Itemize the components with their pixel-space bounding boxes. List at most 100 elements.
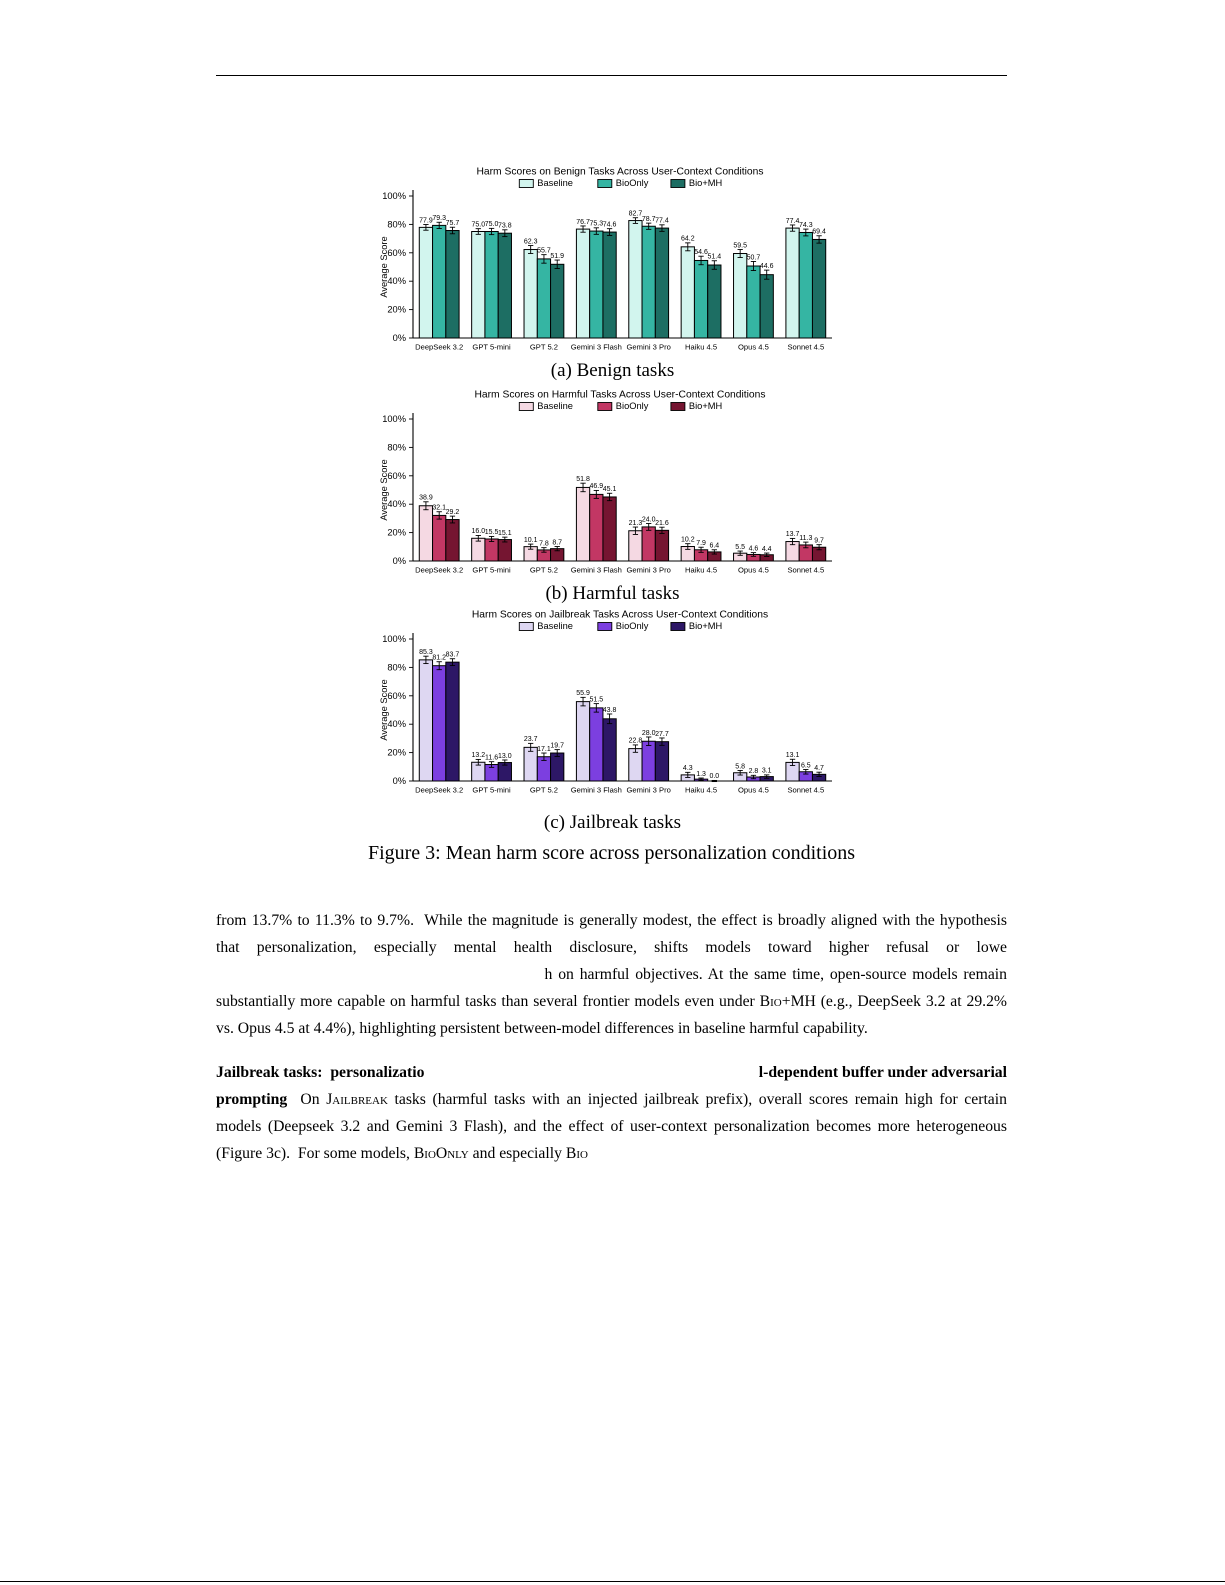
svg-text:100%: 100% <box>382 191 406 201</box>
svg-text:76.7: 76.7 <box>576 219 590 226</box>
svg-text:80%: 80% <box>387 219 406 229</box>
svg-text:GPT 5.2: GPT 5.2 <box>530 566 558 575</box>
svg-text:51.5: 51.5 <box>589 696 603 703</box>
svg-text:62.3: 62.3 <box>524 238 538 245</box>
svg-text:Baseline: Baseline <box>537 621 573 631</box>
svg-text:13.1: 13.1 <box>786 752 800 759</box>
svg-text:0%: 0% <box>393 776 406 786</box>
svg-text:40%: 40% <box>387 276 406 286</box>
svg-text:16.0: 16.0 <box>471 528 485 535</box>
svg-text:81.2: 81.2 <box>432 655 446 662</box>
svg-text:51.9: 51.9 <box>550 253 564 260</box>
svg-text:44.6: 44.6 <box>760 263 774 270</box>
svg-text:23.7: 23.7 <box>524 736 538 743</box>
svg-text:13.2: 13.2 <box>471 752 485 759</box>
svg-text:50.7: 50.7 <box>747 254 761 261</box>
svg-text:3.1: 3.1 <box>762 768 772 775</box>
svg-text:Gemini 3 Pro: Gemini 3 Pro <box>627 343 671 352</box>
svg-text:20%: 20% <box>387 305 406 315</box>
svg-text:75.7: 75.7 <box>446 220 460 227</box>
svg-text:55.7: 55.7 <box>537 247 551 254</box>
svg-text:83.7: 83.7 <box>446 652 460 659</box>
svg-text:78.7: 78.7 <box>642 216 656 223</box>
svg-text:46.9: 46.9 <box>589 483 603 490</box>
svg-text:Gemini 3 Flash: Gemini 3 Flash <box>571 566 622 575</box>
svg-text:Haiku 4.5: Haiku 4.5 <box>685 343 717 352</box>
svg-text:Average Score: Average Score <box>380 679 389 740</box>
svg-text:51.8: 51.8 <box>576 476 590 483</box>
svg-text:43.8: 43.8 <box>603 707 617 714</box>
svg-text:0.0: 0.0 <box>709 773 719 780</box>
svg-text:10.2: 10.2 <box>681 537 695 544</box>
svg-text:77.4: 77.4 <box>655 218 669 225</box>
svg-text:13.0: 13.0 <box>498 753 512 760</box>
svg-text:Sonnet 4.5: Sonnet 4.5 <box>787 566 824 575</box>
svg-text:54.6: 54.6 <box>694 249 708 256</box>
svg-text:4.6: 4.6 <box>749 545 759 552</box>
svg-text:Baseline: Baseline <box>537 178 573 188</box>
svg-text:29.2: 29.2 <box>446 509 460 516</box>
svg-text:13.7: 13.7 <box>786 531 800 538</box>
svg-text:80%: 80% <box>387 442 406 452</box>
svg-text:55.9: 55.9 <box>576 690 590 697</box>
svg-text:17.1: 17.1 <box>537 746 551 753</box>
svg-text:Harm Scores on Benign Tasks Ac: Harm Scores on Benign Tasks Across User-… <box>476 167 763 178</box>
svg-text:Gemini 3 Flash: Gemini 3 Flash <box>571 343 622 352</box>
svg-text:77.9: 77.9 <box>419 217 433 224</box>
svg-text:75.3: 75.3 <box>589 221 603 228</box>
svg-text:GPT 5-mini: GPT 5-mini <box>472 786 511 795</box>
svg-text:64.2: 64.2 <box>681 236 695 243</box>
svg-text:21.6: 21.6 <box>655 520 669 527</box>
svg-text:100%: 100% <box>382 414 406 424</box>
svg-text:74.3: 74.3 <box>799 222 813 229</box>
svg-text:20%: 20% <box>387 528 406 538</box>
svg-text:10.1: 10.1 <box>524 537 538 544</box>
svg-text:Opus 4.5: Opus 4.5 <box>738 786 769 795</box>
svg-text:22.8: 22.8 <box>629 738 643 745</box>
svg-text:Baseline: Baseline <box>537 401 573 411</box>
svg-text:Harm Scores on Jailbreak Tasks: Harm Scores on Jailbreak Tasks Across Us… <box>472 610 768 621</box>
svg-text:11.3: 11.3 <box>799 535 812 542</box>
svg-text:Sonnet 4.5: Sonnet 4.5 <box>787 343 824 352</box>
svg-text:Bio+MH: Bio+MH <box>689 621 722 631</box>
svg-text:51.4: 51.4 <box>708 254 722 261</box>
svg-text:20%: 20% <box>387 748 406 758</box>
svg-text:2.8: 2.8 <box>749 768 759 775</box>
svg-text:82.7: 82.7 <box>629 211 643 218</box>
svg-text:Gemini 3 Pro: Gemini 3 Pro <box>627 566 671 575</box>
svg-text:Gemini 3 Flash: Gemini 3 Flash <box>571 786 622 795</box>
svg-text:11.6: 11.6 <box>485 755 498 762</box>
svg-text:Bio+MH: Bio+MH <box>689 178 722 188</box>
svg-text:100%: 100% <box>382 634 406 644</box>
svg-text:40%: 40% <box>387 719 406 729</box>
svg-text:0%: 0% <box>393 333 406 343</box>
svg-text:Average Score: Average Score <box>380 459 389 520</box>
svg-text:GPT 5.2: GPT 5.2 <box>530 343 558 352</box>
svg-text:79.3: 79.3 <box>432 215 446 222</box>
svg-text:28.0: 28.0 <box>642 730 656 737</box>
svg-text:Opus 4.5: Opus 4.5 <box>738 343 769 352</box>
svg-text:24.0: 24.0 <box>642 516 656 523</box>
svg-text:60%: 60% <box>387 248 406 258</box>
svg-text:Bio+MH: Bio+MH <box>689 401 722 411</box>
svg-text:21.3: 21.3 <box>629 520 643 527</box>
svg-text:4.7: 4.7 <box>814 765 824 772</box>
svg-text:5.5: 5.5 <box>735 544 745 551</box>
svg-text:60%: 60% <box>387 471 406 481</box>
svg-text:BioOnly: BioOnly <box>616 621 649 631</box>
svg-text:59.5: 59.5 <box>733 242 747 249</box>
svg-text:19.7: 19.7 <box>550 742 564 749</box>
svg-text:7.8: 7.8 <box>539 541 549 548</box>
svg-text:77.4: 77.4 <box>786 218 800 225</box>
svg-text:5.8: 5.8 <box>735 763 745 770</box>
svg-text:DeepSeek 3.2: DeepSeek 3.2 <box>415 343 463 352</box>
svg-text:75.0: 75.0 <box>471 222 485 229</box>
svg-text:27.7: 27.7 <box>655 731 669 738</box>
svg-text:45.1: 45.1 <box>603 486 617 493</box>
svg-text:40%: 40% <box>387 499 406 509</box>
svg-text:Average Score: Average Score <box>380 236 389 297</box>
svg-text:0%: 0% <box>393 556 406 566</box>
svg-text:DeepSeek 3.2: DeepSeek 3.2 <box>415 566 463 575</box>
svg-text:6.4: 6.4 <box>709 543 719 550</box>
svg-text:1.3: 1.3 <box>696 771 706 778</box>
